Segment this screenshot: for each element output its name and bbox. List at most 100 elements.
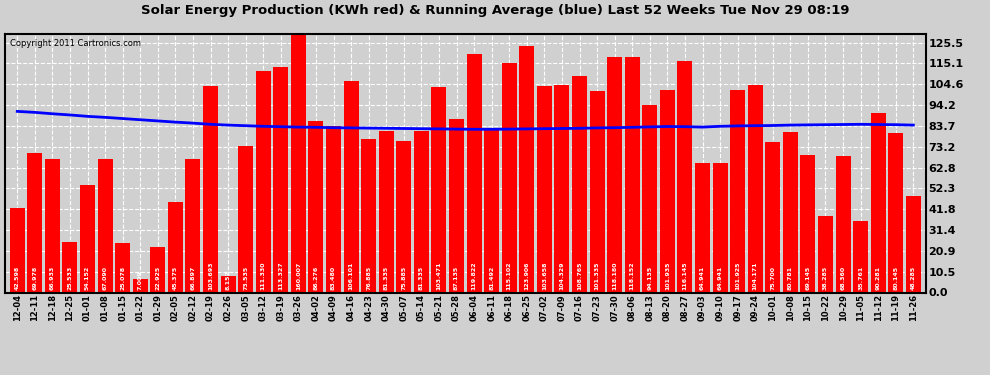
Text: 118.152: 118.152 — [630, 261, 635, 290]
Bar — [818, 216, 833, 292]
Bar — [765, 142, 780, 292]
Text: 38.285: 38.285 — [823, 265, 828, 290]
Bar — [291, 0, 306, 292]
Text: 67.090: 67.090 — [103, 266, 108, 290]
Text: 111.330: 111.330 — [260, 261, 265, 290]
Text: 90.281: 90.281 — [876, 266, 881, 290]
Bar — [379, 130, 394, 292]
Text: 104.329: 104.329 — [559, 261, 564, 290]
Text: 68.360: 68.360 — [841, 266, 845, 290]
Bar — [643, 105, 657, 292]
Text: 94.135: 94.135 — [647, 265, 652, 290]
Bar — [326, 126, 341, 292]
Bar — [888, 133, 903, 292]
Text: 64.941: 64.941 — [700, 265, 705, 290]
Bar — [731, 90, 745, 292]
Text: 108.765: 108.765 — [577, 261, 582, 290]
Bar — [590, 91, 605, 292]
Text: 8.152: 8.152 — [226, 270, 231, 290]
Bar — [221, 276, 236, 292]
Bar — [239, 146, 253, 292]
Bar — [449, 119, 464, 292]
Bar — [906, 196, 921, 292]
Bar — [432, 87, 446, 292]
Text: 42.598: 42.598 — [15, 265, 20, 290]
Bar — [484, 130, 499, 292]
Bar — [520, 46, 535, 292]
Text: 115.102: 115.102 — [507, 261, 512, 290]
Bar — [28, 153, 43, 292]
Bar — [10, 208, 25, 292]
Text: 81.492: 81.492 — [489, 265, 494, 290]
Text: 119.822: 119.822 — [471, 261, 476, 290]
Text: 76.885: 76.885 — [366, 265, 371, 290]
Text: Copyright 2011 Cartronics.com: Copyright 2011 Cartronics.com — [10, 39, 141, 48]
Text: 7.009: 7.009 — [138, 270, 143, 290]
Text: 118.180: 118.180 — [612, 261, 617, 290]
Bar — [414, 130, 429, 292]
Bar — [203, 86, 218, 292]
Text: 48.285: 48.285 — [911, 265, 916, 290]
Text: 116.145: 116.145 — [682, 261, 687, 290]
Bar — [45, 159, 59, 292]
Text: 104.171: 104.171 — [752, 261, 757, 290]
Text: 73.535: 73.535 — [244, 265, 248, 290]
Bar — [871, 113, 886, 292]
Bar — [344, 81, 358, 292]
Text: 75.700: 75.700 — [770, 266, 775, 290]
Text: 54.152: 54.152 — [85, 265, 90, 290]
Bar — [396, 141, 411, 292]
Bar — [255, 71, 270, 292]
Text: 101.935: 101.935 — [665, 261, 670, 290]
Text: 101.335: 101.335 — [595, 261, 600, 290]
Bar — [150, 247, 165, 292]
Bar — [185, 159, 200, 292]
Text: 22.925: 22.925 — [155, 265, 160, 290]
Bar — [801, 155, 816, 292]
Text: 80.781: 80.781 — [788, 266, 793, 290]
Text: 80.145: 80.145 — [893, 266, 898, 290]
Bar — [660, 90, 675, 292]
Bar — [853, 221, 868, 292]
Bar — [836, 156, 850, 292]
Bar — [695, 163, 710, 292]
Bar — [783, 132, 798, 292]
Bar — [361, 140, 376, 292]
Text: 87.135: 87.135 — [454, 265, 459, 290]
Text: 25.533: 25.533 — [67, 265, 72, 290]
Bar — [168, 202, 183, 292]
Text: 103.658: 103.658 — [542, 261, 546, 290]
Text: 106.101: 106.101 — [348, 261, 353, 290]
Bar — [80, 185, 95, 292]
Text: 81.335: 81.335 — [419, 265, 424, 290]
Text: 113.327: 113.327 — [278, 261, 283, 290]
Bar — [466, 54, 481, 292]
Text: 69.978: 69.978 — [33, 265, 38, 290]
Bar — [607, 57, 622, 292]
Bar — [273, 67, 288, 292]
Bar — [309, 121, 324, 292]
Text: 81.335: 81.335 — [384, 265, 389, 290]
Text: 75.885: 75.885 — [401, 265, 406, 290]
Bar — [713, 163, 728, 292]
Bar — [537, 86, 551, 292]
Bar — [502, 63, 517, 292]
Text: 35.761: 35.761 — [858, 265, 863, 290]
Text: 45.375: 45.375 — [173, 265, 178, 290]
Text: Solar Energy Production (KWh red) & Running Average (blue) Last 52 Weeks Tue Nov: Solar Energy Production (KWh red) & Runn… — [141, 4, 849, 17]
Text: 64.941: 64.941 — [718, 265, 723, 290]
Text: 86.276: 86.276 — [314, 265, 319, 290]
Text: 103.693: 103.693 — [208, 261, 213, 290]
Bar — [115, 243, 130, 292]
Bar — [747, 85, 762, 292]
Text: 66.897: 66.897 — [190, 265, 195, 290]
Text: 103.471: 103.471 — [437, 261, 442, 290]
Bar — [554, 85, 569, 292]
Text: 25.078: 25.078 — [120, 266, 125, 290]
Bar — [133, 279, 148, 292]
Bar — [572, 76, 587, 292]
Text: 160.007: 160.007 — [296, 261, 301, 290]
Text: 101.925: 101.925 — [736, 261, 741, 290]
Bar — [98, 159, 113, 292]
Text: 69.145: 69.145 — [806, 265, 811, 290]
